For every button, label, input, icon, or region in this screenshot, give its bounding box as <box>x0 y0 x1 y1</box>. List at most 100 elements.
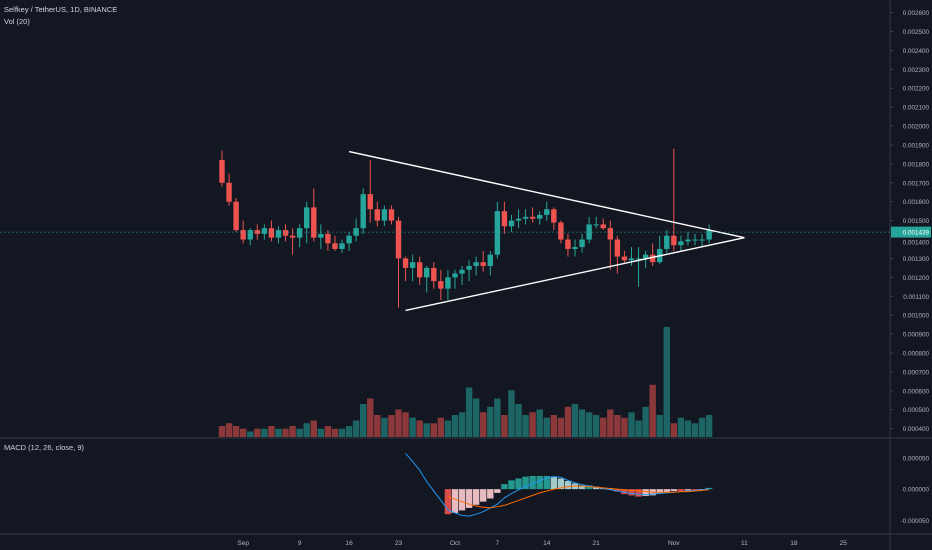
price-tick-label: 0.000400 <box>903 426 930 433</box>
macd-tick-label: 0.000000 <box>903 487 930 494</box>
price-tick-label: 0.002200 <box>903 86 930 93</box>
candle-body <box>529 216 536 219</box>
volume-bar <box>656 415 663 437</box>
candle-body <box>332 243 338 249</box>
price-tick-label: 0.000600 <box>903 388 930 395</box>
volume-bar <box>317 428 325 437</box>
candle-body <box>346 235 352 244</box>
price-tick-label: 0.002300 <box>903 67 930 74</box>
candle-body <box>240 230 246 240</box>
candle-body <box>311 207 317 238</box>
price-tick-label: 0.000800 <box>903 351 930 358</box>
signal-line <box>447 485 710 509</box>
candle-body <box>289 235 296 238</box>
macd-histogram-bar <box>529 475 536 490</box>
volume-bar <box>515 404 522 437</box>
candle-body <box>381 209 388 221</box>
macd-histogram-bar <box>480 489 487 502</box>
volume-bar <box>465 387 473 437</box>
macd-histogram-bar <box>656 489 663 494</box>
macd-histogram-bar <box>508 480 515 490</box>
candle-body <box>304 207 310 229</box>
candle-body <box>685 239 691 242</box>
volume-bar <box>621 417 628 437</box>
macd-histogram-bar <box>635 489 642 497</box>
candle-body <box>692 239 698 241</box>
candle-body <box>388 209 395 221</box>
macd-histogram-bar <box>458 489 466 511</box>
candle-body <box>459 269 465 274</box>
candle-body <box>296 228 303 238</box>
candle-body <box>671 235 677 246</box>
candle-body <box>501 211 508 227</box>
time-tick-label: 9 <box>298 540 302 547</box>
candle-body <box>558 222 564 240</box>
candle-body <box>565 239 571 249</box>
trendline <box>348 150 745 239</box>
macd-histogram-bar <box>550 476 558 490</box>
volume-bar <box>614 415 621 437</box>
volume-bar <box>458 412 466 437</box>
time-tick-label: Nov <box>668 540 680 547</box>
volume-bar <box>338 428 346 437</box>
candle-body <box>515 218 522 221</box>
volume-bar <box>592 415 600 437</box>
macd-histogram-bar <box>621 489 628 495</box>
macd-histogram-bar <box>670 489 678 492</box>
volume-bar <box>677 417 685 437</box>
price-tick-label: 0.002600 <box>903 10 930 17</box>
candle-body <box>522 216 529 219</box>
candle-body <box>282 230 289 236</box>
time-tick-label: 7 <box>496 540 500 547</box>
candle-body <box>374 209 381 221</box>
price-tick-label: 0.001100 <box>903 294 929 301</box>
macd-histogram-bar <box>663 489 670 493</box>
price-tick-label: 0.002500 <box>903 29 930 36</box>
volume-bar <box>360 404 367 437</box>
volume-bar <box>402 412 409 437</box>
macd-histogram-bar <box>536 475 543 490</box>
volume-bar <box>691 423 699 437</box>
candle-body <box>409 262 416 268</box>
volume-bar <box>543 417 550 437</box>
price-tick-label: 0.001200 <box>903 275 930 282</box>
macd-histogram-bar <box>642 489 649 497</box>
volume-bar <box>261 428 268 437</box>
candle-body <box>621 256 628 261</box>
trendlines <box>348 150 745 312</box>
volume-bar <box>600 417 607 437</box>
candle-body <box>635 258 642 260</box>
price-axis: 0.002600 0.002500 0.002400 0.002300 0.002200… <box>890 10 929 433</box>
candle-body <box>600 224 606 229</box>
volume-bar <box>225 423 233 437</box>
candle-body <box>593 224 599 226</box>
price-tick-label: 0.001600 <box>903 199 930 206</box>
volume-bar <box>508 390 515 437</box>
volume-bar <box>345 426 353 437</box>
time-tick-label: 25 <box>840 540 848 547</box>
candle-body <box>607 228 613 240</box>
macd-indicator-label: MACD (12, 26, close, 9) <box>4 443 85 452</box>
price-tick-label: 0.002000 <box>903 124 930 131</box>
price-tick-label: 0.001700 <box>903 180 930 187</box>
candle-body <box>480 262 486 266</box>
candle-body <box>537 214 543 219</box>
macd-line <box>405 453 710 517</box>
volume-bar <box>578 409 586 437</box>
macd-histogram-bar <box>578 485 586 490</box>
macd-histogram-bar <box>451 489 459 513</box>
volume-bar <box>480 412 487 437</box>
candle-body <box>247 230 253 240</box>
candle-body <box>318 233 324 238</box>
candle-body <box>416 262 423 278</box>
macd-histogram-bar <box>677 489 685 492</box>
volume-bar <box>487 406 494 437</box>
volume-bar <box>649 384 656 437</box>
candle-body <box>706 230 712 240</box>
candle-body <box>614 239 621 257</box>
volume-bar <box>663 327 670 437</box>
macd-histogram-bar <box>472 489 480 505</box>
volume-bar <box>324 426 332 437</box>
macd-histogram-bar <box>501 484 508 490</box>
